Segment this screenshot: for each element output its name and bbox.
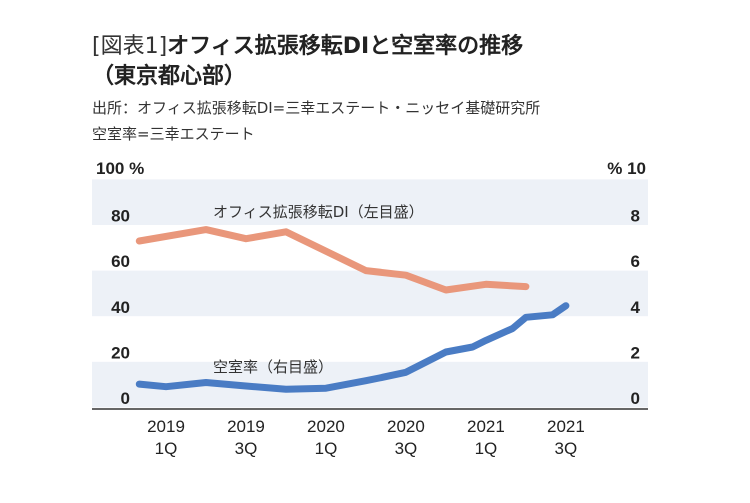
- x-tick-quarter: 3Q: [395, 439, 418, 458]
- right-tick-label: 0: [631, 389, 640, 408]
- x-tick-quarter: 3Q: [235, 439, 258, 458]
- left-tick-label: 40: [111, 298, 130, 317]
- right-axis-unit: % 10: [607, 159, 646, 178]
- right-tick-label: 8: [631, 207, 640, 226]
- x-tick-year: 2019: [227, 417, 265, 436]
- x-tick-year: 2021: [547, 417, 585, 436]
- title-main: オフィス拡張移転DIと空室率の推移: [167, 34, 524, 59]
- x-tick-quarter: 1Q: [155, 439, 178, 458]
- right-tick-label: 2: [631, 343, 640, 362]
- series-label-office-di: オフィス拡張移転DI（左目盛）: [213, 203, 424, 221]
- left-tick-label: 60: [111, 252, 130, 271]
- x-tick-year: 2020: [307, 417, 345, 436]
- right-tick-label: 4: [631, 298, 641, 317]
- left-tick-label: 80: [111, 207, 130, 226]
- left-axis-unit: 100 %: [96, 159, 144, 178]
- right-tick-label: 6: [631, 252, 640, 271]
- x-tick-quarter: 3Q: [555, 439, 578, 458]
- x-tick-quarter: 1Q: [475, 439, 498, 458]
- left-tick-label: 0: [121, 389, 130, 408]
- chart-title-line2: （東京都心部）: [92, 64, 247, 89]
- x-tick-year: 2019: [147, 417, 185, 436]
- x-tick-quarter: 1Q: [315, 439, 338, 458]
- x-tick-year: 2020: [387, 417, 425, 436]
- series-label-vacancy-rate: 空室率（右目盛）: [213, 358, 333, 376]
- source-line-1: 出所：オフィス拡張移転DI=三幸エステート・ニッセイ基礎研究所: [92, 99, 541, 117]
- chart-title: [図表1]オフィス拡張移転DIと空室率の推移: [92, 34, 523, 60]
- grid-band: [92, 179, 648, 225]
- left-tick-label: 20: [111, 343, 130, 362]
- series-line-vacancy-rate: [135, 302, 570, 393]
- figure-number: [図表1]: [92, 34, 168, 59]
- source-line-2: 空室率=三幸エステート: [92, 125, 255, 143]
- grid-band: [92, 270, 648, 317]
- x-tick-year: 2021: [467, 417, 505, 436]
